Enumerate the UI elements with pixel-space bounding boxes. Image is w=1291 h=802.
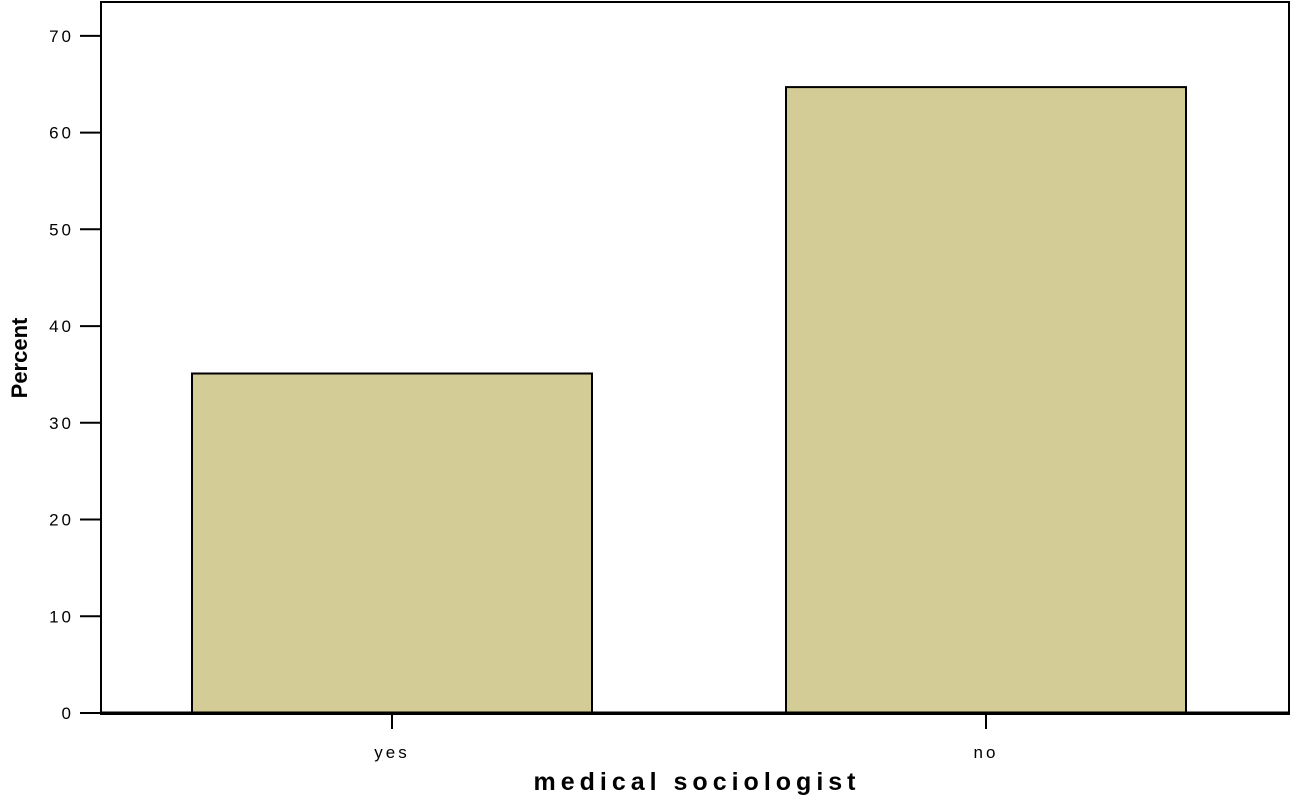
y-tick-label: 20 [49, 511, 74, 530]
y-tick-label: 60 [49, 124, 74, 143]
y-tick-label: 40 [49, 317, 74, 336]
x-tick-label-no: no [974, 743, 999, 762]
y-tick-label: 70 [49, 27, 74, 46]
y-tick-label: 0 [62, 704, 74, 723]
bars-group [191, 86, 1187, 715]
y-axis: 0 10 20 30 40 50 60 70 [49, 27, 101, 723]
x-tick-label-yes: yes [374, 743, 409, 762]
bar-no [785, 86, 1187, 715]
y-axis-title: Percent [7, 317, 32, 398]
y-tick-label: 50 [49, 220, 74, 239]
x-axis-title: medical sociologist [533, 768, 860, 796]
x-axis: yes no [374, 713, 999, 762]
y-tick-label: 30 [49, 414, 74, 433]
bar-yes [191, 372, 593, 714]
y-tick-label: 10 [49, 607, 74, 626]
